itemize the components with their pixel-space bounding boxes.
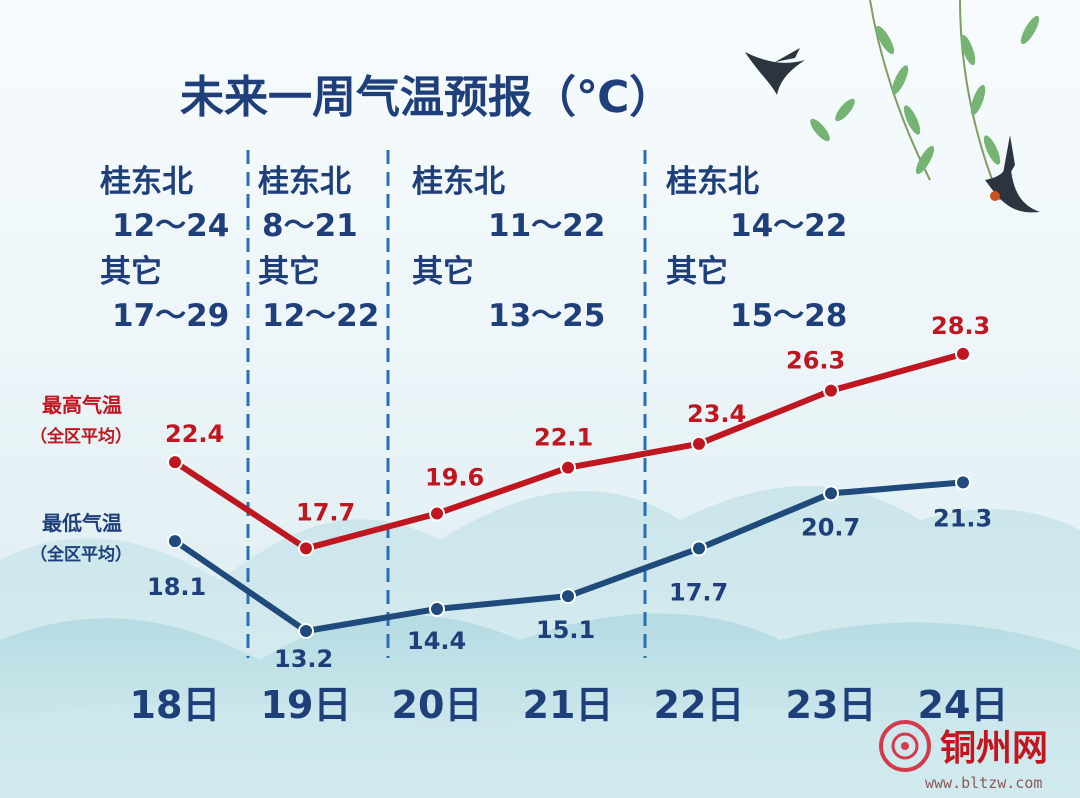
legend-low-sublabel: （全区平均）	[30, 544, 132, 565]
divider-lines	[246, 150, 647, 658]
high-temp-point	[429, 505, 445, 522]
region-name-other: 其它	[258, 254, 320, 290]
low-temp-value-label: 21.3	[933, 504, 992, 532]
low-temp-value-label: 18.1	[147, 573, 206, 601]
low-temp-point	[823, 485, 839, 502]
x-tick-label: 19日	[261, 683, 352, 727]
low-temp-value-label: 17.7	[669, 578, 728, 606]
range-guidongbei: 8～21	[262, 208, 358, 244]
x-tick-label: 18日	[130, 683, 221, 727]
x-tick-label: 24日	[918, 683, 1009, 727]
swallow-icon	[745, 48, 805, 95]
high-temp-value-label: 22.4	[165, 420, 224, 448]
high-temp-value-label: 17.7	[296, 498, 355, 526]
low-temp-point	[167, 533, 183, 550]
high-temp-value-label: 23.4	[687, 400, 746, 428]
x-tick-label: 22日	[654, 683, 745, 727]
low-temp-value-label: 13.2	[274, 645, 333, 673]
high-temp-point	[167, 454, 183, 471]
range-guidongbei: 12～24	[112, 208, 229, 244]
willow-branch-icon	[810, 0, 1040, 201]
high-temp-point	[691, 435, 707, 452]
low-temp-point	[298, 623, 314, 639]
range-other: 17～29	[112, 298, 229, 334]
high-temp-point	[823, 382, 839, 399]
low-temp-value-label: 14.4	[407, 627, 466, 655]
region-name-other: 其它	[666, 254, 728, 290]
high-temp-point	[955, 345, 971, 362]
series-layer: 22.4 17.7 19.6 22.1 23.4 26.3 28.3 18.1 13.2 14.4…	[147, 312, 992, 673]
low-temp-point	[955, 474, 971, 491]
x-tick-label: 23日	[786, 683, 877, 727]
region-name-other: 其它	[100, 254, 162, 290]
high-temp-point	[298, 540, 314, 557]
legend-high-label: 最高气温	[42, 393, 122, 417]
legend-high-sublabel: （全区平均）	[30, 426, 132, 447]
x-tick-label: 20日	[392, 683, 483, 727]
high-temp-value-label: 26.3	[786, 347, 845, 375]
range-guidongbei: 14～22	[730, 208, 847, 244]
logo-name: 铜州网	[940, 727, 1048, 769]
logo-url: www.bltzw.com	[925, 774, 1042, 792]
site-logo: 铜州网 www.bltzw.com	[879, 720, 1048, 792]
chart-title: 未来一周气温预报（℃）	[180, 72, 673, 123]
swallow-icon	[985, 135, 1040, 213]
mountain-backdrop	[0, 486, 1080, 798]
x-axis: 18日 19日 20日 21日 22日 23日 24日	[130, 683, 1009, 727]
range-guidongbei: 11～22	[488, 208, 605, 244]
low-temp-value-label: 20.7	[801, 513, 860, 541]
region-name-guidongbei: 桂东北	[258, 164, 351, 200]
logo-emblem-icon	[879, 720, 931, 772]
high-temp-value-label: 28.3	[931, 312, 990, 340]
regional-ranges: 桂东北12～24其它17～29桂东北8～21其它12～22桂东北11～22其它1…	[100, 164, 847, 334]
region-name-guidongbei: 桂东北	[100, 164, 193, 200]
region-name-guidongbei: 桂东北	[666, 164, 759, 200]
x-tick-label: 21日	[523, 683, 614, 727]
region-name-other: 其它	[412, 254, 474, 290]
range-other: 13～25	[488, 298, 605, 334]
legend-low-label: 最低气温	[42, 511, 122, 535]
low-temp-point	[560, 588, 576, 605]
range-other: 15～28	[730, 298, 847, 334]
low-temp-point	[691, 540, 707, 557]
high-temp-point	[560, 459, 576, 476]
range-other: 12～22	[262, 298, 379, 334]
legend: 最高气温 （全区平均） 最低气温 （全区平均）	[30, 393, 132, 565]
low-temp-point	[429, 600, 445, 617]
high-temp-value-label: 22.1	[534, 424, 593, 452]
region-name-guidongbei: 桂东北	[412, 164, 505, 200]
low-temp-value-label: 15.1	[536, 616, 595, 644]
high-temp-value-label: 19.6	[425, 464, 484, 492]
